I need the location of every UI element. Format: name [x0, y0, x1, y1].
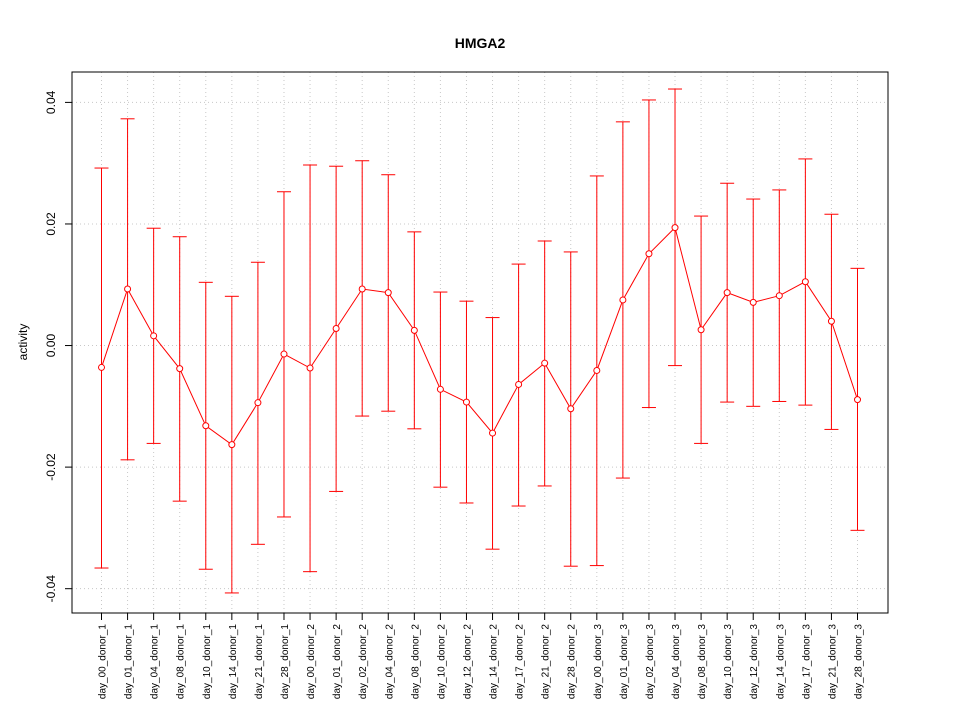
plot-frame [71, 71, 889, 614]
x-tick-label: day_10_donor_2 [436, 624, 447, 700]
x-tick-label: day_02_donor_2 [358, 624, 369, 700]
x-tick-label: day_04_donor_3 [671, 624, 682, 700]
x-tick-label: day_01_donor_2 [332, 624, 343, 700]
data-point [124, 285, 132, 293]
series-line [94, 88, 865, 594]
x-tick-label: day_28_donor_2 [567, 624, 578, 700]
x-tick-label: day_10_donor_3 [723, 624, 734, 700]
x-tick-label: day_08_donor_1 [176, 624, 187, 700]
data-point [254, 399, 262, 407]
x-tick-label: day_12_donor_2 [462, 624, 473, 700]
data-point [358, 285, 366, 293]
x-tick-label: day_08_donor_3 [697, 624, 708, 700]
data-point [775, 292, 783, 300]
x-tick-label: day_28_donor_3 [854, 624, 865, 700]
data-point [723, 289, 731, 297]
data-point [671, 224, 679, 232]
x-tick-label: day_00_donor_3 [593, 624, 604, 700]
y-tick-label: 0.00 [44, 334, 58, 358]
data-point [854, 396, 861, 404]
data-point [593, 366, 601, 374]
x-tick-label: day_00_donor_1 [98, 624, 109, 700]
x-axis: day_00_donor_1 day_01_donor_1 day_04_donor… [98, 612, 865, 700]
data-point [436, 385, 444, 393]
data-point [697, 326, 705, 334]
data-point [228, 441, 236, 449]
y-axis: -0.04 -0.02 0.00 0.02 0.04 [44, 90, 73, 603]
x-tick-label: day_14_donor_1 [228, 624, 239, 700]
x-tick-label: day_01_donor_1 [124, 624, 135, 700]
data-point [515, 380, 523, 388]
x-tick-label: day_12_donor_3 [749, 624, 760, 700]
data-point [749, 298, 757, 306]
x-tick-label: day_21_donor_1 [254, 624, 265, 700]
x-tick-label: day_02_donor_3 [645, 624, 656, 700]
data-point [462, 398, 470, 406]
data-point [619, 296, 627, 304]
data-point [176, 365, 184, 373]
x-tick-label: day_28_donor_1 [280, 624, 291, 700]
data-point [410, 326, 418, 334]
x-tick-label: day_17_donor_2 [515, 624, 526, 700]
y-tick-label: -0.04 [44, 575, 58, 603]
y-axis-label: activity [16, 324, 30, 361]
data-point [541, 359, 549, 367]
x-tick-label: day_17_donor_3 [801, 624, 812, 700]
y-tick-label: 0.02 [44, 212, 58, 236]
x-tick-label: day_04_donor_2 [384, 624, 395, 700]
data-point [202, 422, 210, 430]
x-tick-label: day_21_donor_3 [827, 624, 838, 700]
x-tick-label: day_14_donor_3 [775, 624, 786, 700]
data-point [150, 332, 158, 340]
x-tick-label: day_14_donor_2 [489, 624, 500, 700]
y-tick-label: 0.04 [44, 90, 58, 114]
data-point [280, 350, 288, 358]
x-tick-label: day_21_donor_2 [541, 624, 552, 700]
x-tick-label: day_08_donor_2 [410, 624, 421, 700]
data-point [801, 278, 809, 286]
data-point [567, 405, 575, 413]
data-point [489, 429, 497, 437]
x-tick-label: day_01_donor_3 [619, 624, 630, 700]
data-point [827, 317, 835, 325]
chart-title: HMGA2 [455, 35, 506, 51]
grid-lines [72, 72, 888, 613]
series-polyline [101, 226, 858, 446]
y-tick-label: -0.02 [44, 453, 58, 481]
x-tick-label: day_10_donor_1 [202, 624, 213, 700]
data-point [98, 363, 105, 371]
x-tick-label: day_04_donor_1 [150, 624, 161, 700]
x-tick-label: day_00_donor_2 [306, 624, 317, 700]
data-point [332, 325, 340, 333]
data-point [306, 364, 314, 372]
data-point [384, 289, 392, 297]
data-point [645, 250, 653, 258]
